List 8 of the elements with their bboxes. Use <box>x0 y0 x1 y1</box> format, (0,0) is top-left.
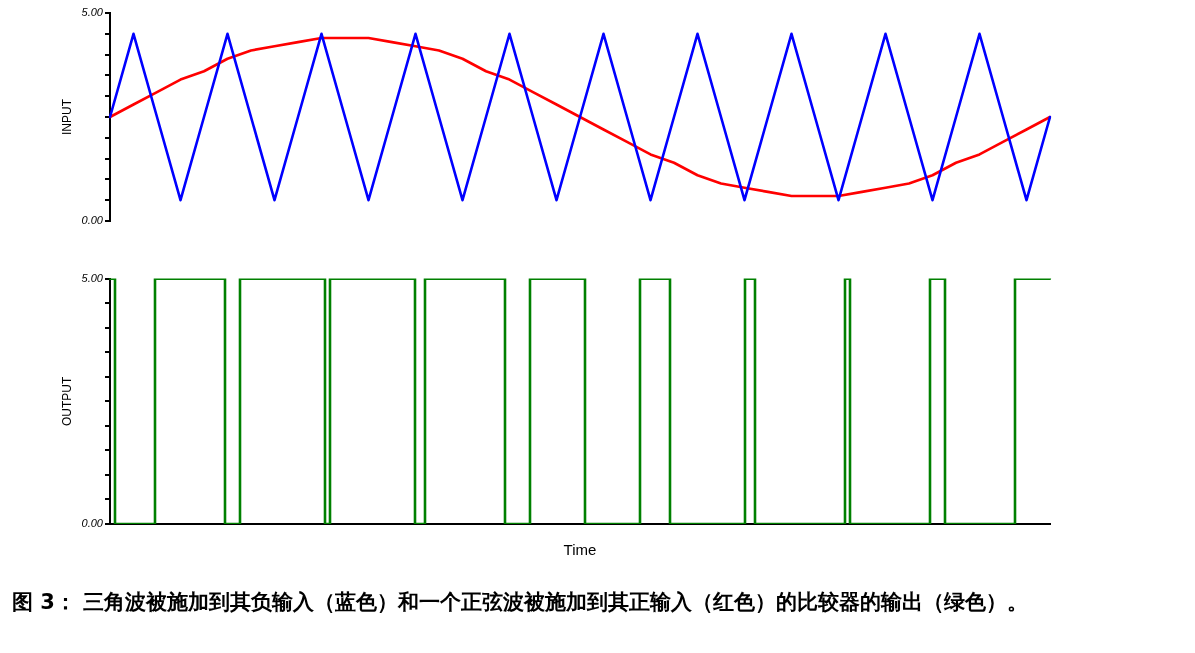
y-tick-label: 0.00 <box>81 517 104 530</box>
y-tick-label: 5.00 <box>81 6 104 19</box>
y-tick-label: 5.00 <box>81 271 104 284</box>
y-tick-label: 0.00 <box>81 214 104 227</box>
y-axis-title: INPUT <box>59 98 74 135</box>
y-axis-title: OUTPUT <box>59 375 74 426</box>
caption: 图 3： 三角波被施加到其负输入（蓝色）和一个正弦波被施加到其正输入（红色）的比较器的输出（绿色）。 <box>12 589 1030 616</box>
x-axis-title: Time <box>563 541 597 559</box>
